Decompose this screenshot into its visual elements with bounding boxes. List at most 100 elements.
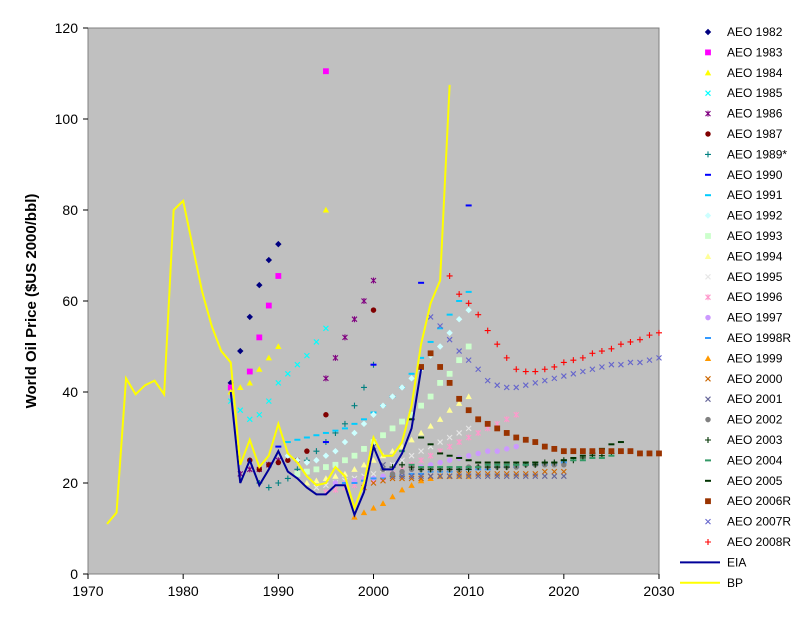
data-point [303,479,311,486]
data-point [332,461,339,468]
data-point [427,475,434,482]
legend: AEO 1982 AEO 1983 AEO 1984 AEO 1985 AEO 1986… [680,25,791,590]
legend-item: AEO 1999 [704,351,783,365]
legend-item: AEO 1996 [705,290,783,304]
legend-item: AEO 2003 [705,433,783,447]
data-point [408,411,415,418]
data-point [532,471,539,477]
data-point [284,475,291,482]
data-point [408,473,415,480]
legend-swatch [705,233,711,239]
data-point [465,300,472,307]
data-point [532,380,539,386]
data-point [541,468,548,475]
data-point [275,380,282,386]
legend-item: EIA [680,555,746,569]
series-aeo-2007r [427,314,662,391]
data-point [465,393,472,400]
data-point [237,407,244,414]
legend-label: AEO 1998R [727,331,791,345]
data-point [456,473,463,480]
legend-item: AEO 1992 [704,209,783,223]
series-aeo-2001 [370,443,567,480]
data-point [275,480,282,486]
data-point [475,311,482,318]
y-tick-label: 40 [62,384,78,400]
data-point [361,445,367,452]
data-point [256,411,263,418]
series-aeo-2008r [446,272,662,375]
series-bp [106,84,451,525]
data-point [627,338,634,345]
x-tick-label: 1990 [263,583,294,599]
data-point [522,471,529,477]
data-point [494,471,501,477]
data-point [341,420,348,427]
data-point [360,461,368,468]
data-point [503,430,510,436]
data-point [408,475,415,482]
x-tick-label: 1970 [72,583,103,599]
data-point [427,452,434,459]
data-point [389,475,396,482]
data-point [370,471,377,477]
legend-item: AEO 2004 [705,453,783,467]
data-point [399,468,405,475]
data-point [246,466,253,473]
data-point [427,350,434,357]
data-point [313,339,320,345]
data-point [532,368,539,375]
data-point [408,375,415,382]
x-tick-label: 2010 [453,583,484,599]
data-point [560,468,567,475]
data-point [437,323,444,329]
data-point [370,457,377,463]
data-point [560,448,567,455]
data-point [418,448,424,455]
data-point [560,373,567,379]
data-point [570,357,577,364]
data-point [332,354,339,361]
data-point [656,450,662,457]
series-aeo-2005 [408,418,624,464]
data-point [275,459,282,466]
data-point [275,240,282,248]
data-point [599,448,605,455]
data-point [646,450,653,457]
data-point [570,448,577,455]
data-point [465,471,472,477]
data-point [456,357,463,364]
legend-label: AEO 1996 [727,290,783,304]
data-point [494,341,501,348]
legend-label: AEO 1989* [727,147,787,161]
data-point [265,354,273,361]
data-point [551,445,558,452]
legend-label: AEO 1997 [727,311,783,325]
data-point [379,500,387,507]
data-point [361,298,367,304]
data-point [323,375,329,382]
data-point [475,473,482,480]
legend-label: AEO 1987 [727,127,783,141]
legend-swatch [705,498,711,505]
series-aeo-1982 [227,240,282,387]
data-point [313,448,320,455]
data-point [513,384,520,391]
legend-label: AEO 2005 [727,474,783,488]
data-point [304,448,310,454]
data-point [465,434,472,441]
legend-label: AEO 1982 [727,25,783,39]
data-point [380,432,386,439]
data-point [285,457,291,463]
legend-label: AEO 1986 [727,107,783,121]
data-point [341,438,349,446]
legend-swatch [705,314,711,321]
axes: 1970 1980 1990 2000 2010 2020 2030 0 20 40 60 80 100… [55,20,675,599]
series-line [229,369,423,518]
data-point [456,471,463,477]
y-tick-label: 20 [62,475,78,491]
data-point [398,384,406,391]
data-point [427,422,434,429]
legend-swatch [705,539,711,545]
data-point [570,370,577,377]
